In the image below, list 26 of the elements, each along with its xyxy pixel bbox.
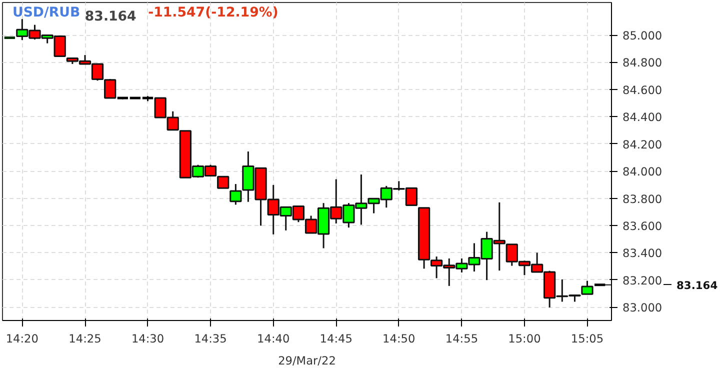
y-tick-label: 83.200 [622,273,662,288]
y-tick-label: 85.000 [622,28,662,43]
y-tick-label: 83.400 [622,246,662,260]
y-tick-label: 84.200 [622,137,662,152]
x-tick-label: 14:45 [320,332,352,346]
x-tick-label: 14:30 [131,332,164,346]
x-tick-label: 15:00 [508,332,541,346]
y-tick-label: 84.000 [622,164,662,179]
y-tick-label: 83.600 [622,219,662,234]
y-tick-label: 83.000 [622,300,662,315]
y-tick-label: 83.800 [622,192,662,206]
x-tick-label: 14:55 [445,332,478,346]
chart-title: USD/RUB [12,6,80,20]
x-tick-label: 14:25 [68,332,102,346]
x-tick-label: 14:50 [382,332,416,346]
x-axis-title: 29/Mar/22 [278,354,336,368]
text: 83.164 [676,278,718,292]
x-tick-label: 14:40 [257,332,290,346]
y-tick-label: 84.400 [622,110,662,124]
y-tick-label: 84.600 [622,82,662,97]
y-tick-label: 84.800 [622,56,662,70]
annotation: 83.164 [84,10,136,24]
x-tick-label: 15:05 [570,332,604,346]
x-tick-label: 14:35 [194,332,227,346]
annotation: -11.547(-12.19%) [148,6,278,20]
x-tick-label: 14:20 [6,332,38,346]
